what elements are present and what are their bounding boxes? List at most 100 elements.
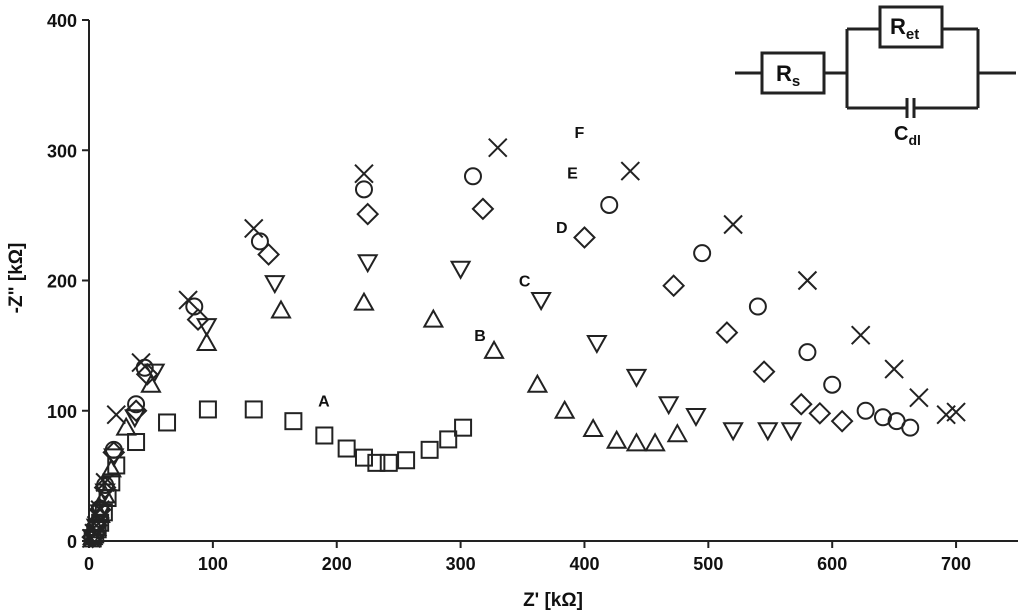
x-ticks: 0 100 200 300 400 500 600 700: [84, 541, 971, 574]
series-labels: A B C D E F: [318, 125, 584, 410]
data-point-a: [420, 440, 439, 459]
data-point-f: [131, 352, 151, 373]
data-point-c: [264, 275, 286, 295]
data-point-b: [483, 339, 505, 359]
data-point-d: [808, 401, 832, 425]
data-point-b: [625, 432, 648, 452]
data-point-f: [488, 137, 508, 158]
data-point-b: [195, 331, 218, 352]
data-point-d: [752, 360, 776, 384]
data-point-a: [354, 448, 373, 467]
equivalent-circuit: Rs Ret Cdl: [735, 5, 1016, 148]
x-tick-label: 300: [446, 554, 476, 574]
data-point-f: [86, 515, 107, 536]
data-point-e: [798, 343, 817, 362]
y-tick-label: 100: [47, 402, 77, 422]
data-point-a: [454, 418, 473, 437]
data-point-d: [830, 409, 854, 433]
data-point-e: [127, 395, 146, 414]
data-point-b: [582, 417, 604, 437]
x-tick-label: 200: [322, 554, 352, 574]
data-point-e: [463, 167, 482, 186]
y-tick-label: 400: [47, 11, 77, 31]
data-point-a: [337, 439, 356, 458]
data-point-c: [586, 335, 608, 355]
resistor-rs-label: Rs: [776, 61, 800, 90]
data-point-c: [625, 368, 648, 388]
data-point-c: [780, 422, 803, 442]
data-point-f: [90, 500, 110, 520]
x-tick-label: 400: [569, 554, 599, 574]
data-point-f: [797, 270, 818, 291]
series-label-b: B: [474, 328, 486, 345]
data-point-f: [95, 472, 115, 493]
data-point-e: [600, 195, 619, 214]
data-point-e: [185, 297, 204, 316]
data-point-a: [127, 433, 146, 452]
resistor-ret: [878, 5, 944, 49]
data-point-f: [244, 218, 264, 239]
data-point-c: [530, 292, 552, 312]
x-tick-label: 600: [817, 554, 847, 574]
data-point-f: [909, 388, 929, 408]
data-point-d: [93, 476, 117, 500]
data-point-e: [91, 499, 110, 518]
data-point-f: [850, 325, 871, 345]
data-point-f: [84, 523, 104, 543]
data-point-f: [884, 359, 904, 379]
data-point-d: [356, 202, 380, 226]
data-point-e: [354, 180, 373, 199]
rs-main: R: [776, 61, 792, 86]
data-point-a: [158, 413, 177, 432]
data-point-d: [102, 441, 126, 464]
y-axis-title: -Z" [kΩ]: [6, 243, 27, 314]
data-point-d: [257, 243, 281, 266]
capacitor-cdl-label: Cdl: [894, 123, 921, 148]
data-point-c: [685, 407, 707, 427]
data-point-e: [693, 244, 712, 263]
data-point-d: [471, 197, 495, 221]
data-point-d: [789, 392, 813, 416]
data-point-a: [198, 400, 217, 419]
data-point-a: [439, 430, 458, 449]
data-point-c: [356, 254, 379, 274]
data-point-f: [354, 163, 374, 184]
data-point-f: [620, 161, 641, 181]
data-point-e: [873, 408, 892, 427]
y-ticks: 0 100 200 300 400: [47, 11, 89, 552]
y-tick-label: 300: [47, 141, 77, 161]
x-axis-title: Z' [kΩ]: [523, 590, 583, 611]
series-label-f: F: [575, 125, 585, 142]
x-tick-label: 500: [693, 554, 723, 574]
cdl-sub: dl: [908, 132, 920, 148]
data-point-b: [353, 291, 375, 311]
data-point-a: [244, 400, 263, 419]
data-point-b: [270, 299, 292, 319]
data-point-c: [657, 396, 680, 416]
data-point-f: [178, 290, 198, 310]
x-tick-label: 0: [84, 554, 94, 574]
y-tick-label: 0: [67, 532, 77, 552]
data-point-e: [823, 375, 842, 394]
data-point-e: [901, 418, 920, 437]
series-label-c: C: [519, 274, 531, 291]
ret-main: R: [890, 14, 906, 39]
rs-sub: s: [792, 73, 800, 90]
data-point-f: [81, 528, 102, 549]
data-point-e: [748, 297, 767, 316]
data-point-b: [553, 399, 576, 419]
series-label-d: D: [556, 220, 568, 237]
data-point-a: [367, 453, 386, 472]
data-point-d: [88, 498, 112, 522]
ret-sub: et: [906, 26, 919, 43]
data-point-c: [449, 260, 472, 280]
x-tick-label: 100: [198, 554, 228, 574]
data-point-b: [666, 423, 689, 443]
data-point-b: [526, 373, 549, 393]
data-point-f: [106, 404, 126, 425]
data-point-a: [284, 412, 303, 431]
data-point-d: [573, 226, 596, 249]
data-point-a: [379, 453, 398, 472]
series-label-a: A: [318, 393, 330, 410]
data-markers: [81, 137, 966, 549]
